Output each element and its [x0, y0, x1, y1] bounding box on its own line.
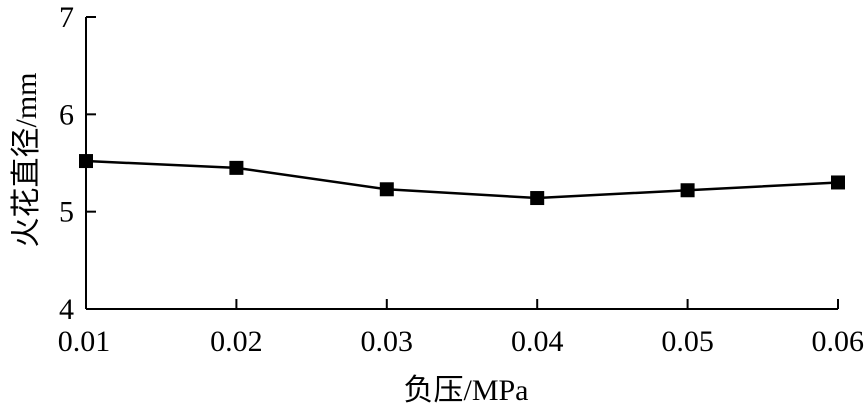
y-tick-label: 4 — [59, 293, 74, 326]
x-tick-label: 0.05 — [661, 325, 714, 358]
x-tick-label: 0.03 — [361, 325, 414, 358]
y-tick-label: 7 — [59, 1, 74, 34]
data-point — [379, 182, 394, 197]
y-axis-label: 火花直径/mm — [10, 72, 43, 247]
x-tick-label: 0.06 — [812, 325, 865, 358]
x-tick-label: 0.01 — [58, 325, 111, 358]
data-point — [680, 183, 695, 198]
series-line — [85, 159, 839, 200]
x-axis-ticks: 0.01 0.02 0.03 0.04 0.05 0.06 — [58, 299, 864, 358]
data-point — [79, 154, 93, 169]
axes — [85, 17, 838, 310]
x-tick-label: 0.04 — [511, 325, 564, 358]
y-tick-label: 5 — [59, 196, 74, 229]
x-axis-label: 负压/MPa — [403, 374, 528, 407]
x-tick-label: 0.02 — [210, 325, 263, 358]
y-axis-ticks: 4 5 6 7 — [59, 1, 96, 326]
y-tick-label: 6 — [59, 98, 74, 131]
data-point — [229, 160, 244, 175]
series-group — [79, 154, 845, 206]
data-point — [831, 175, 845, 190]
data-point — [530, 191, 545, 206]
